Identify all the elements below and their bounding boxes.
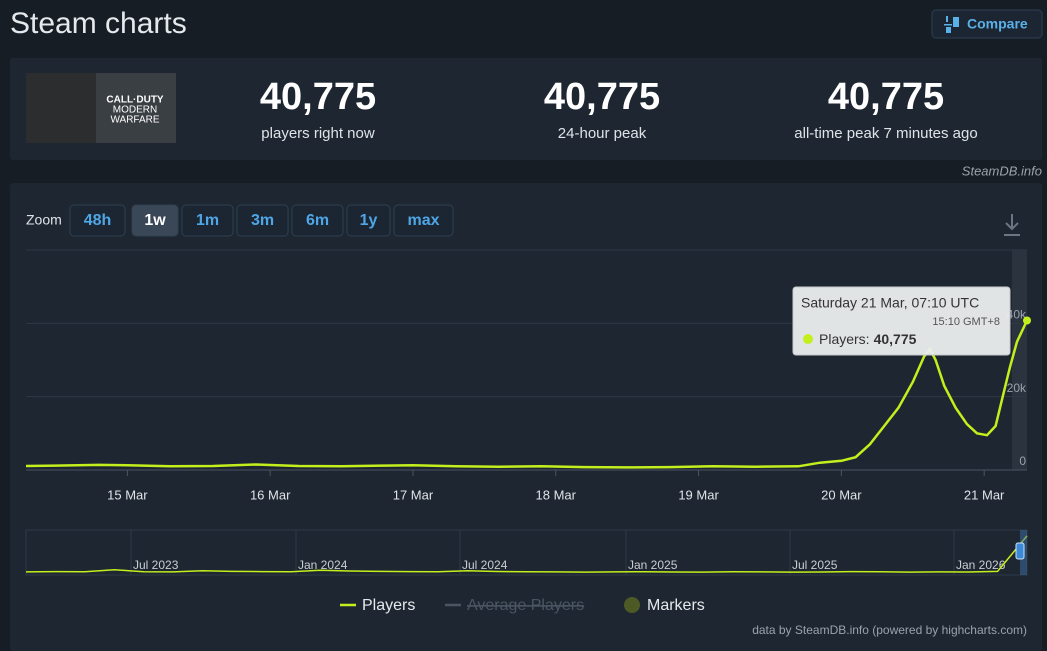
zoom-button-label[interactable]: max — [407, 212, 439, 229]
zoom-button[interactable] — [236, 204, 289, 237]
game-image: CALL·DUTY MODERN WARFARE — [26, 73, 176, 143]
legend-item[interactable]: Players — [362, 597, 415, 614]
chart: 0 20k 40k 15 Mar 16 Mar 17 Mar 18 Mar 19 Mar 20 … — [25, 249, 1031, 637]
series-line — [25, 319, 1029, 469]
navigator-label: Jan 2024 — [298, 558, 348, 572]
compare-icon — [946, 16, 948, 22]
legend-item[interactable]: Markers — [647, 597, 705, 614]
game-logo-line: WARFARE — [110, 115, 159, 126]
legend-symbol[interactable] — [624, 597, 640, 613]
tooltip-date: Saturday 21 Mar, 07:10 UTC — [801, 295, 979, 311]
stat-value: 40,775 — [544, 76, 660, 118]
compare-icon — [953, 17, 959, 27]
zoom-button[interactable] — [69, 204, 126, 237]
x-tick-label: 19 Mar — [678, 487, 719, 502]
x-tick-label: 18 Mar — [536, 487, 577, 502]
zoom-button[interactable] — [393, 204, 454, 237]
credits[interactable]: data by SteamDB.info (powered by highcha… — [752, 623, 1027, 637]
hover-point — [1023, 316, 1031, 325]
tooltip-value: 40,775 — [874, 331, 917, 347]
legend-item[interactable]: Average Players — [467, 597, 584, 614]
chart-panel — [10, 183, 1042, 651]
tooltip-bg — [792, 286, 1011, 356]
x-tick-label: 21 Mar — [964, 487, 1005, 502]
game-image-figure — [26, 73, 96, 143]
axis-band — [1012, 250, 1027, 470]
compare-label[interactable]: Compare — [967, 16, 1028, 32]
zoom-button-label[interactable]: 1y — [360, 212, 378, 229]
compare-button[interactable]: Compare — [931, 9, 1043, 39]
navigator-label: Jul 2024 — [462, 558, 508, 572]
zoom-button-label[interactable]: 6m — [306, 212, 329, 229]
zoom-button[interactable] — [131, 204, 179, 237]
navigator-label: Jan 2025 — [628, 558, 678, 572]
tooltip-series: Players: — [819, 331, 870, 347]
x-tick-label: 15 Mar — [107, 487, 148, 502]
zoom-button[interactable] — [291, 204, 344, 237]
download-icon-part[interactable] — [1005, 222, 1019, 231]
stat-label: all-time peak 7 minutes ago — [794, 125, 977, 142]
navigator-handle[interactable] — [1015, 542, 1025, 560]
y-tick-label: 20k — [1007, 381, 1027, 395]
stats-panel — [10, 58, 1042, 160]
x-tick-label: 20 Mar — [821, 487, 862, 502]
page-title: Steam charts — [10, 7, 187, 40]
zoom-button-label[interactable]: 3m — [251, 212, 274, 229]
zoom-button-label[interactable]: 1w — [144, 212, 166, 229]
tooltip-row: Players: 40,775 — [819, 331, 917, 347]
navigator-label: Jan 2026 — [956, 558, 1006, 572]
download-icon[interactable] — [1004, 214, 1020, 236]
stat-value: 40,775 — [828, 76, 944, 118]
compare-button-bg[interactable] — [931, 9, 1043, 39]
navigator-label: Jul 2025 — [792, 558, 838, 572]
tooltip-dot — [803, 334, 813, 344]
zoom-button-label[interactable]: 48h — [84, 212, 112, 229]
compare-icon — [944, 24, 952, 26]
tooltip-local-time: 15:10 GMT+8 — [932, 316, 1000, 328]
y-tick-label: 0 — [1019, 454, 1026, 468]
stat-label: players right now — [261, 125, 375, 142]
x-tick-label: 17 Mar — [393, 487, 434, 502]
navigator-label: Jul 2023 — [133, 558, 179, 572]
zoom-button[interactable] — [181, 204, 234, 237]
stat-label: 24-hour peak — [558, 125, 647, 142]
zoom-buttons: 48h 1w 1m 3m 6m 1y max — [69, 204, 454, 237]
navigator-bg — [25, 529, 1028, 576]
y-tick-label: 40k — [1007, 308, 1027, 322]
x-tick-label: 16 Mar — [250, 487, 291, 502]
stats: 40,775 players right now 40,775 24-hour pea… — [260, 76, 978, 142]
zoom-label: Zoom — [26, 212, 62, 228]
stat-value: 40,775 — [260, 76, 376, 118]
zoom-button-label[interactable]: 1m — [196, 212, 219, 229]
source-link[interactable]: SteamDB.info — [962, 163, 1042, 178]
compare-icon — [946, 27, 951, 33]
game-logo-line: CALL·DUTY — [106, 95, 164, 106]
zoom-button[interactable] — [346, 204, 391, 237]
navigator-line — [25, 535, 1028, 573]
game-logo-line: MODERN — [113, 105, 157, 116]
